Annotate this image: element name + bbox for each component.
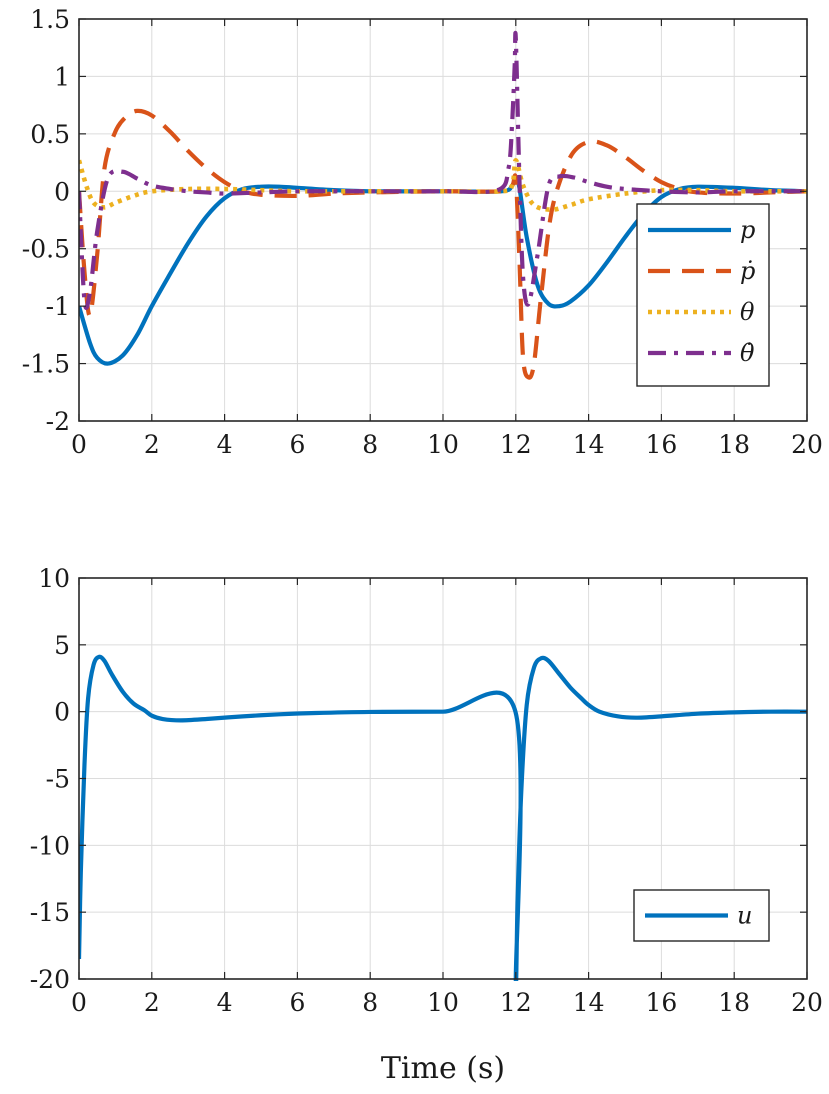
top-chart-y-tick-label: 0: [54, 177, 70, 206]
top-chart-x-tick-label: 14: [573, 430, 605, 459]
top-chart-y-tick-label: -1.5: [22, 350, 70, 379]
top-chart-y-tick-label: 1: [54, 62, 70, 91]
bottom-chart-series-line-1: [79, 654, 807, 981]
top-chart-legend-label-1: p: [740, 216, 755, 244]
top-chart-ticks: 0 2 4 6 8 10 12 14 16 18 20 1.5 1 0.5 0 -0.5 -1 -1.5 -2: [22, 5, 823, 459]
bottom-chart-y-tick-label: -5: [46, 765, 70, 794]
bottom-chart-x-tick-label: 8: [362, 988, 378, 1017]
bottom-chart-y-tick-label: -20: [30, 965, 70, 994]
top-chart-series-line-4: [79, 30, 807, 310]
bottom-chart-x-tick-label: 18: [718, 988, 750, 1017]
top-chart-legend-box: [636, 203, 770, 387]
bottom-chart-x-tick-label: 14: [573, 988, 605, 1017]
top-chart-y-tick-label: 0.5: [30, 120, 70, 149]
bottom-chart-series: [79, 654, 807, 981]
top-chart-x-tick-label: 16: [645, 430, 677, 459]
top-chart-x-tick-label: 0: [71, 430, 87, 459]
top-chart-legend-label-3: θ: [740, 298, 755, 326]
bottom-chart-x-tick-label: 10: [427, 988, 459, 1017]
bottom-chart-x-tick-label: 12: [500, 988, 532, 1017]
top-chart-x-tick-label: 12: [500, 430, 532, 459]
bottom-chart-x-tick-label: 0: [71, 988, 87, 1017]
top-chart-x-tick-label: 6: [289, 430, 305, 459]
bottom-chart-ticks: 0 2 4 6 8 10 12 14 16 18 20 10 5 0 -5 -10 -15 -20: [30, 564, 823, 1017]
top-chart-y-tick-label: 1.5: [30, 5, 70, 34]
bottom-chart-legend-label-1: u: [737, 902, 752, 930]
bottom-chart-x-tick-label: 6: [289, 988, 305, 1017]
bottom-chart-legend: u: [633, 889, 770, 942]
bottom-chart-x-axis-label: Time (s): [381, 1051, 505, 1086]
top-chart-x-tick-label: 2: [144, 430, 160, 459]
bottom-chart-y-tick-label: 0: [54, 698, 70, 727]
top-chart-x-tick-label: 8: [362, 430, 378, 459]
top-chart-y-tick-label: -1: [46, 292, 70, 321]
top-chart-legend-label-4: θ̇: [740, 339, 755, 367]
top-chart-x-tick-label: 18: [718, 430, 750, 459]
top-chart-legend-label-2: ṗ: [740, 257, 755, 285]
top-chart-x-tick-label: 20: [791, 430, 823, 459]
top-chart-legend: pṗθ θ̇: [636, 203, 770, 387]
bottom-chart-y-tick-label: -10: [30, 831, 70, 860]
top-chart-series-line-2: [79, 108, 807, 380]
top-chart-y-tick-label: -0.5: [22, 235, 70, 264]
bottom-chart-y-tick-label: -15: [30, 898, 70, 927]
top-chart-y-tick-label: -2: [46, 407, 70, 436]
bottom-chart-x-tick-label: 2: [144, 988, 160, 1017]
top-chart-panel: 0 2 4 6 8 10 12 14 16 18 20 1.5 1 0.5 0 -0.5 -1 -1.5 -2 pṗ…: [22, 5, 823, 459]
bottom-chart-y-tick-label: 5: [54, 631, 70, 660]
bottom-chart-panel: 0 2 4 6 8 10 12 14 16 18 20 10 5 0 -5 -10 -15 -20 Time (s…: [30, 564, 823, 1086]
bottom-chart-y-tick-label: 10: [38, 564, 70, 593]
top-chart-x-tick-label: 4: [217, 430, 233, 459]
bottom-chart-x-tick-label: 4: [217, 988, 233, 1017]
bottom-chart-x-tick-label: 20: [791, 988, 823, 1017]
bottom-chart-x-tick-label: 16: [645, 988, 677, 1017]
top-chart-x-tick-label: 10: [427, 430, 459, 459]
